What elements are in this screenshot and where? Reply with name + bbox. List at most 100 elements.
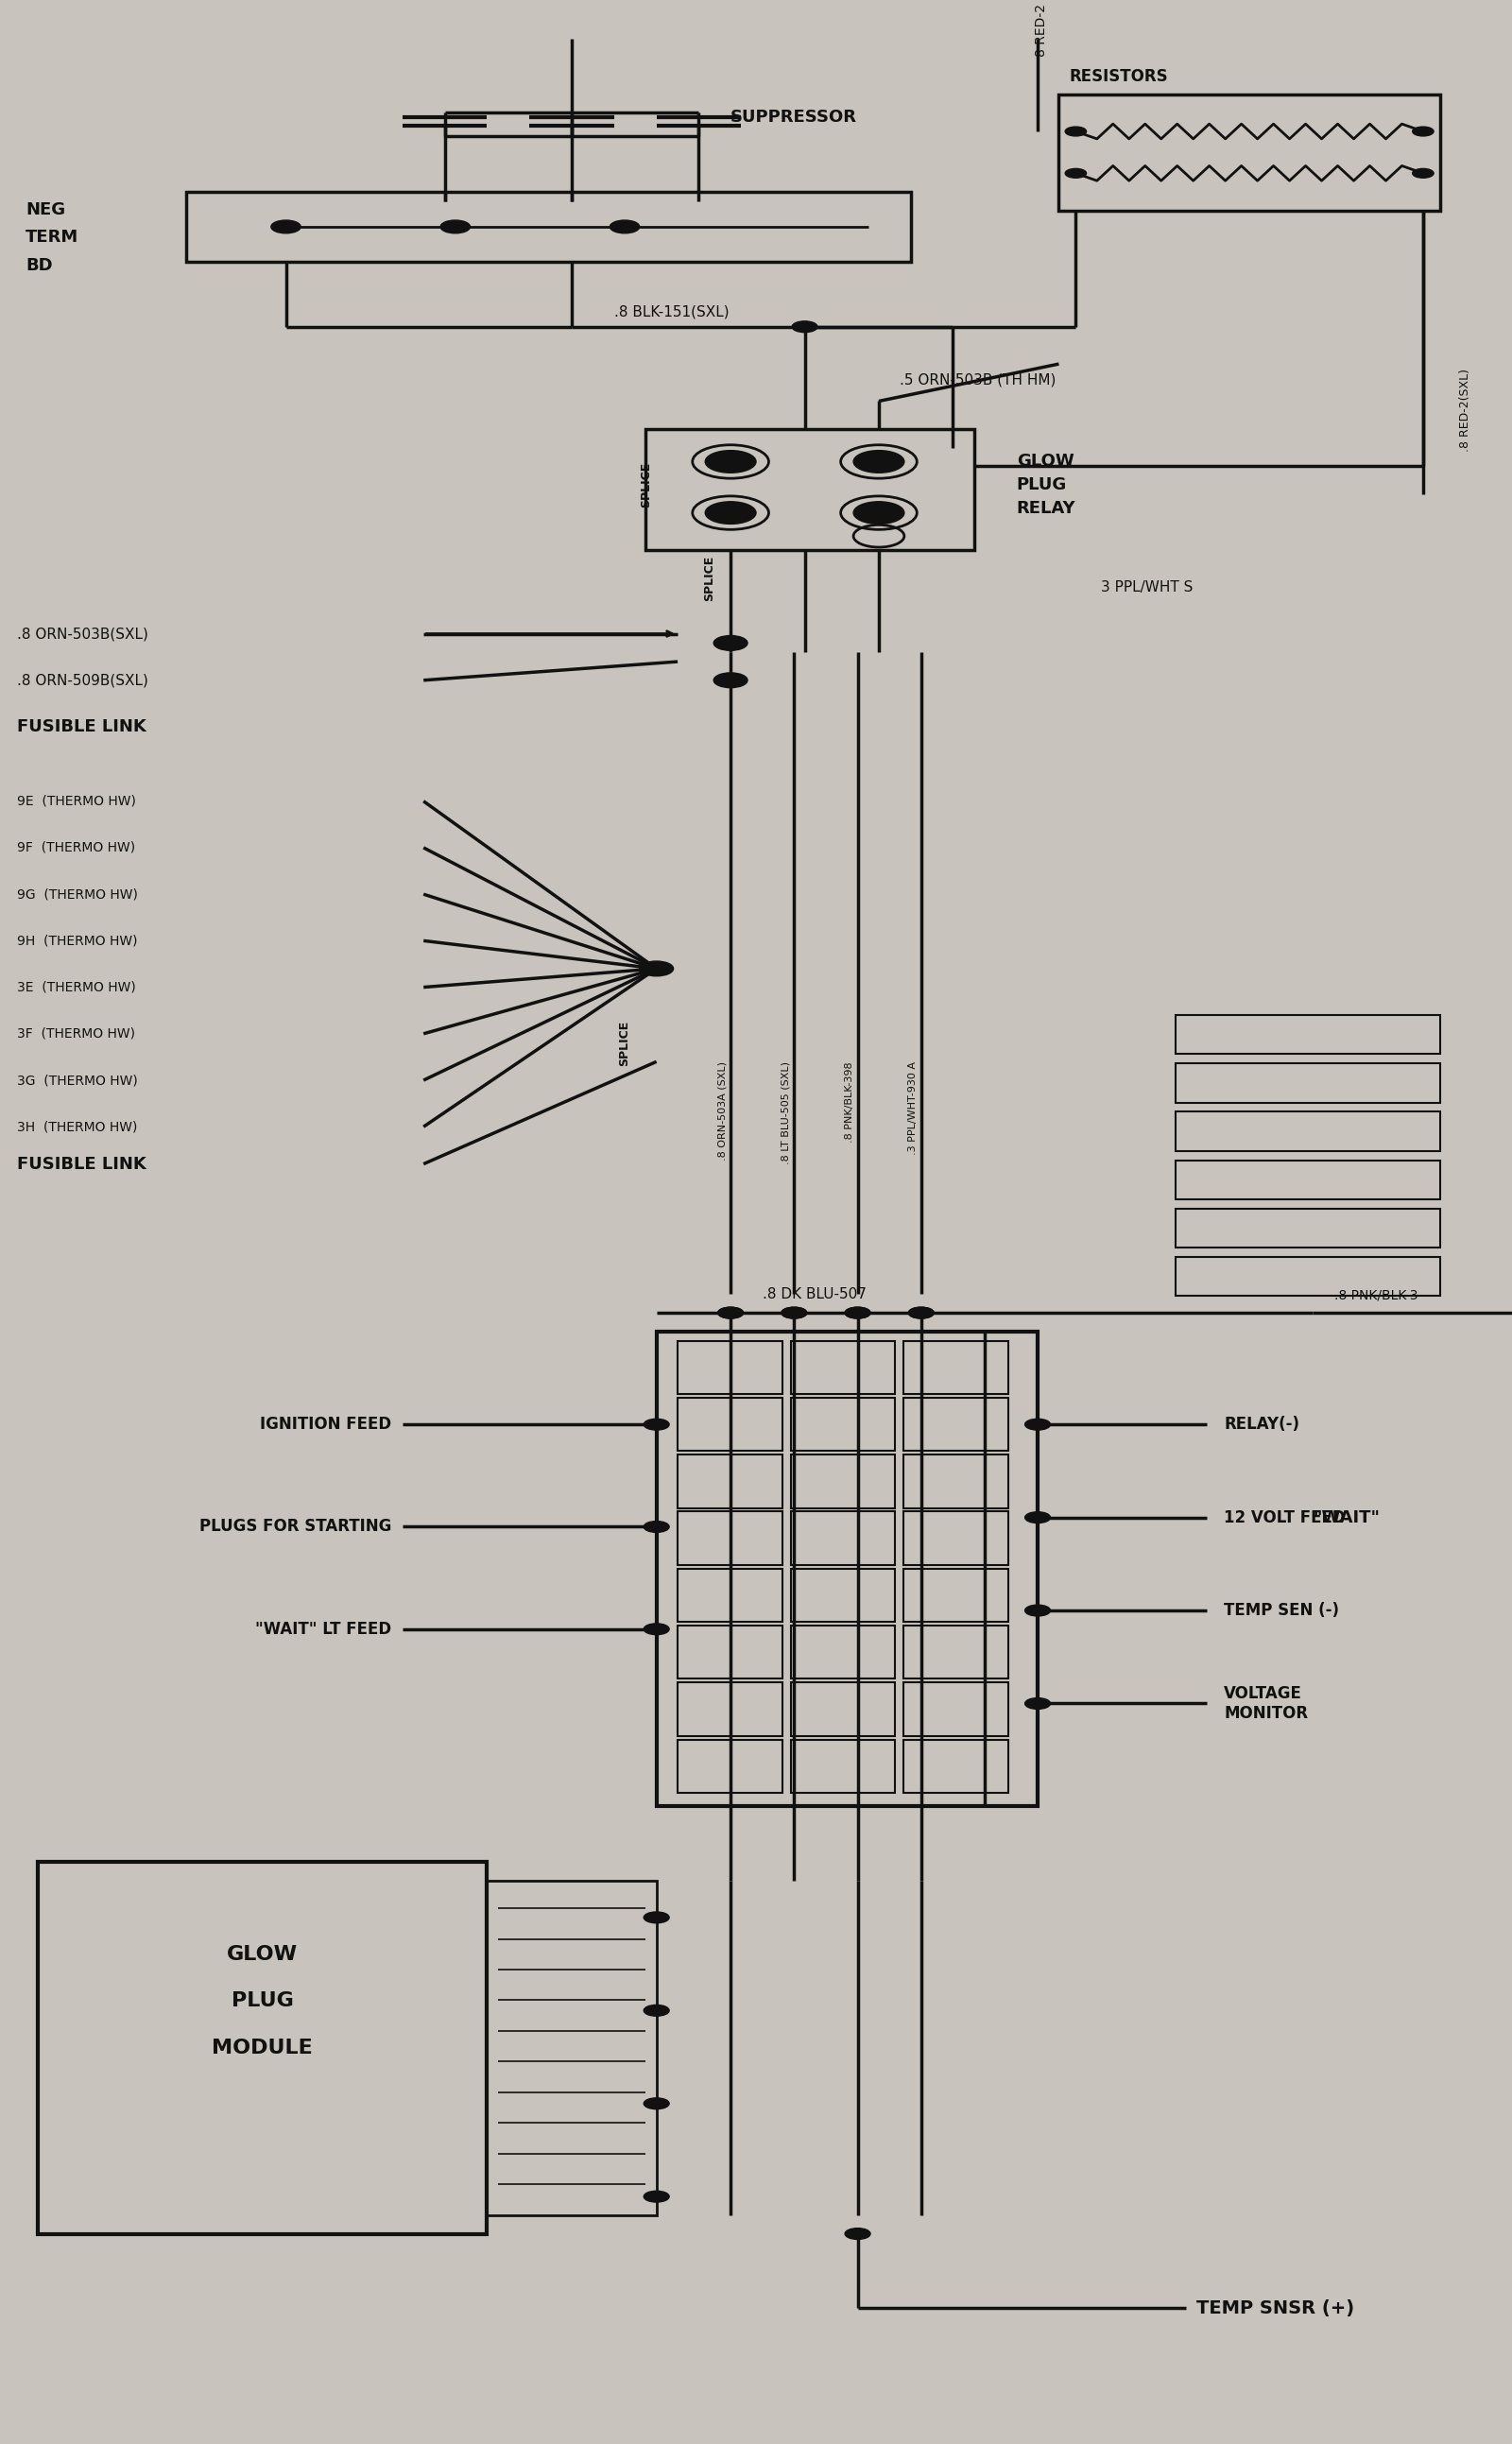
Circle shape [853, 450, 904, 472]
Text: 8 RED-2: 8 RED-2 [1036, 5, 1048, 56]
Circle shape [1025, 1606, 1051, 1615]
Bar [677, 1681, 782, 1735]
Circle shape [782, 1308, 807, 1317]
Text: RELAY: RELAY [1016, 499, 1075, 516]
Text: .8 ORN-503B(SXL): .8 ORN-503B(SXL) [17, 626, 148, 640]
Text: 9E  (THERMO HW): 9E (THERMO HW) [17, 794, 136, 809]
Circle shape [853, 501, 904, 523]
Bar [1175, 1014, 1439, 1053]
Circle shape [792, 320, 818, 332]
Circle shape [644, 2097, 670, 2109]
Bar [904, 1625, 1009, 1679]
Text: .8 LT BLU-505 (SXL): .8 LT BLU-505 (SXL) [780, 1061, 791, 1166]
Bar [677, 1740, 782, 1794]
Text: FUSIBLE LINK: FUSIBLE LINK [17, 1156, 147, 1173]
Text: RELAY(-): RELAY(-) [1225, 1415, 1300, 1432]
Bar [904, 1513, 1009, 1564]
Circle shape [782, 1308, 807, 1317]
Bar [677, 1454, 782, 1508]
Text: 3 PPL/WHT S: 3 PPL/WHT S [1101, 579, 1193, 594]
Bar [791, 1625, 895, 1679]
Circle shape [440, 220, 470, 232]
Text: GLOW: GLOW [227, 1945, 298, 1965]
Circle shape [845, 2229, 871, 2239]
Text: .5 ORN-503B (TH HM): .5 ORN-503B (TH HM) [900, 374, 1057, 386]
Circle shape [644, 2190, 670, 2202]
Circle shape [644, 1420, 670, 1430]
Text: NEG: NEG [26, 200, 65, 218]
Circle shape [718, 1308, 744, 1317]
Circle shape [609, 220, 640, 232]
Bar [38, 1862, 487, 2234]
Text: .8 PNK/BLK-398: .8 PNK/BLK-398 [844, 1061, 854, 1144]
Bar [677, 1342, 782, 1393]
Bar [904, 1454, 1009, 1508]
Bar [791, 1681, 895, 1735]
Circle shape [1025, 1420, 1051, 1430]
Circle shape [705, 450, 756, 472]
Circle shape [705, 501, 756, 523]
Text: VOLTAGE
MONITOR: VOLTAGE MONITOR [1225, 1686, 1308, 1723]
Text: .8 ORN-503A (SXL): .8 ORN-503A (SXL) [717, 1061, 727, 1161]
Circle shape [909, 1308, 934, 1317]
Text: .8 ORN-509B(SXL): .8 ORN-509B(SXL) [17, 672, 148, 687]
Bar [487, 1879, 656, 2214]
Text: GLOW: GLOW [1016, 452, 1074, 469]
Text: FUSIBLE LINK: FUSIBLE LINK [17, 719, 147, 736]
Circle shape [1412, 169, 1433, 178]
Bar [904, 1569, 1009, 1623]
Bar [656, 1332, 1037, 1806]
Text: SPLICE: SPLICE [618, 1019, 631, 1066]
Text: BD: BD [26, 257, 53, 274]
Text: "WAIT" LT FEED: "WAIT" LT FEED [256, 1620, 392, 1637]
Text: TEMP SEN (-): TEMP SEN (-) [1225, 1601, 1340, 1618]
Bar [904, 1681, 1009, 1735]
Circle shape [714, 672, 747, 687]
Circle shape [644, 1911, 670, 1923]
Text: .8 PNK/BLK-3: .8 PNK/BLK-3 [1334, 1288, 1418, 1303]
Text: 3H  (THERMO HW): 3H (THERMO HW) [17, 1119, 138, 1134]
Bar [186, 193, 910, 262]
Bar [791, 1740, 895, 1794]
Bar [791, 1569, 895, 1623]
Text: MODULE: MODULE [212, 2038, 313, 2058]
Bar [904, 1342, 1009, 1393]
Text: TERM: TERM [26, 230, 79, 247]
Circle shape [1025, 1699, 1051, 1708]
Circle shape [1064, 127, 1086, 137]
Text: 3G  (THERMO HW): 3G (THERMO HW) [17, 1073, 138, 1088]
Text: .8 RED-2(SXL): .8 RED-2(SXL) [1459, 369, 1471, 452]
Text: 9G  (THERMO HW): 9G (THERMO HW) [17, 887, 138, 902]
Text: TEMP SNSR (+): TEMP SNSR (+) [1196, 2300, 1355, 2317]
Circle shape [714, 635, 747, 650]
Text: PLUG: PLUG [231, 1992, 293, 2011]
Bar [1175, 1112, 1439, 1151]
Circle shape [644, 2004, 670, 2016]
Bar [1175, 1256, 1439, 1295]
Text: .8 BLK-151(SXL): .8 BLK-151(SXL) [614, 306, 729, 320]
Text: 9F  (THERMO HW): 9F (THERMO HW) [17, 841, 135, 855]
Text: 3F  (THERMO HW): 3F (THERMO HW) [17, 1026, 135, 1041]
Text: SUPPRESSOR: SUPPRESSOR [730, 110, 857, 127]
Circle shape [1025, 1513, 1051, 1523]
Text: PLUGS FOR STARTING: PLUGS FOR STARTING [200, 1518, 392, 1535]
Text: 3E  (THERMO HW): 3E (THERMO HW) [17, 980, 136, 995]
Text: IGNITION FEED: IGNITION FEED [260, 1415, 392, 1432]
Bar [646, 430, 974, 550]
Circle shape [271, 220, 301, 232]
Text: PLUG: PLUG [1016, 477, 1067, 494]
Bar [1175, 1161, 1439, 1200]
Circle shape [909, 1308, 934, 1317]
Bar [904, 1740, 1009, 1794]
Bar [677, 1625, 782, 1679]
Bar [677, 1569, 782, 1623]
Circle shape [845, 1308, 871, 1317]
Text: .3 PPL/WHT-930 A: .3 PPL/WHT-930 A [909, 1061, 918, 1156]
Text: SPLICE: SPLICE [640, 462, 652, 508]
Text: SPLICE: SPLICE [703, 555, 715, 601]
Bar [791, 1454, 895, 1508]
Text: .8 DK BLU-507: .8 DK BLU-507 [762, 1288, 866, 1303]
Bar [791, 1513, 895, 1564]
Bar [1175, 1210, 1439, 1249]
Bar [1058, 95, 1439, 210]
